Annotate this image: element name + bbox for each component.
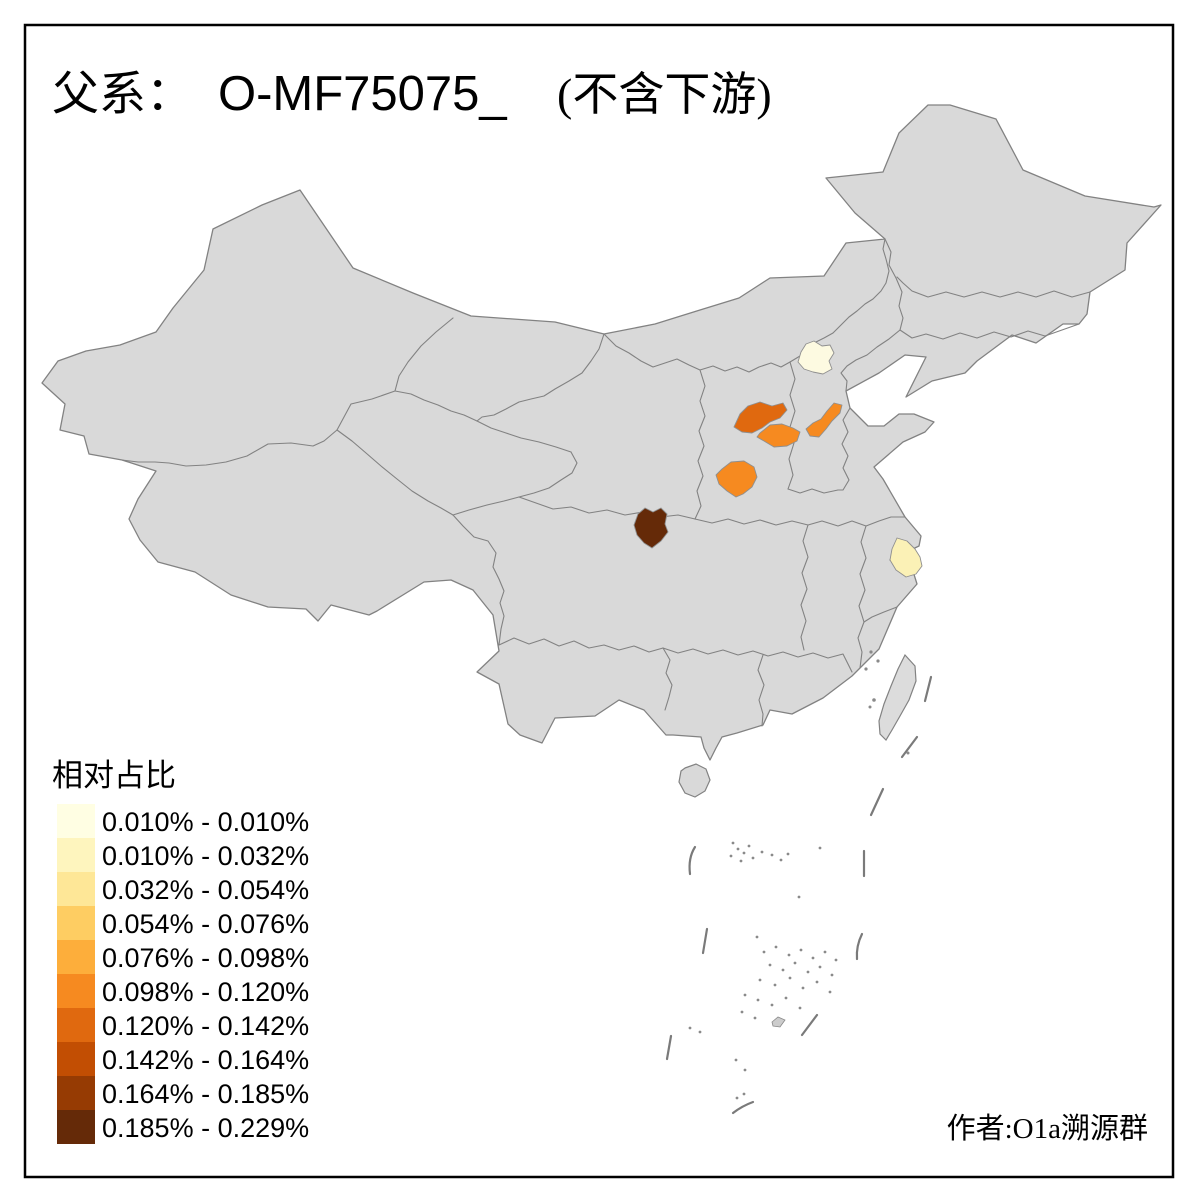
- legend-swatch: [57, 1042, 95, 1076]
- page-title: 父系： O-MF75075_ (不含下游): [52, 67, 772, 121]
- legend-title: 相对占比: [52, 758, 176, 793]
- region-beijing: [797, 340, 835, 375]
- region-sichuan-northeast: [633, 507, 669, 549]
- legend-label: 0.185% - 0.229%: [102, 1113, 309, 1143]
- legend-label: 0.142% - 0.164%: [102, 1045, 309, 1075]
- legend-swatch: [57, 1008, 95, 1042]
- legend: 相对占比 0.010% - 0.010% 0.010% - 0.032% 0.0…: [52, 758, 309, 1144]
- region-shanxi-south: [715, 460, 758, 498]
- region-shanghai: [889, 537, 923, 578]
- attribution-text: 作者:O1a溯源群: [947, 1112, 1148, 1145]
- legend-label: 0.120% - 0.142%: [102, 1011, 309, 1041]
- taiwan-island: [878, 653, 917, 741]
- legend-swatch: [57, 838, 95, 872]
- highlighted-regions: [633, 340, 923, 578]
- china-mainland: [41, 104, 1162, 761]
- title-lineage: O-MF75075_: [218, 67, 507, 121]
- legend-swatch: [57, 1110, 95, 1144]
- legend-label: 0.098% - 0.120%: [102, 977, 309, 1007]
- legend-swatch: [57, 906, 95, 940]
- legend-label: 0.010% - 0.010%: [102, 807, 309, 837]
- legend-swatch: [57, 940, 95, 974]
- legend-label: 0.032% - 0.054%: [102, 875, 309, 905]
- legend-label: 0.054% - 0.076%: [102, 909, 309, 939]
- region-hebei-west: [805, 402, 843, 438]
- region-shanxi-central: [756, 423, 801, 448]
- legend-swatch: [57, 872, 95, 906]
- legend-swatch: [57, 1076, 95, 1110]
- legend-label: 0.010% - 0.032%: [102, 841, 309, 871]
- title-prefix: 父系：: [52, 69, 193, 121]
- legend-swatch: [57, 804, 95, 838]
- nine-dash-line: [665, 675, 933, 1115]
- region-shanxi-northwest: [733, 401, 788, 434]
- south-china-sea-islands: [688, 650, 910, 1100]
- title-suffix: (不含下游): [557, 69, 772, 120]
- province-borders: [121, 238, 1091, 727]
- legend-swatch: [57, 974, 95, 1008]
- legend-label: 0.164% - 0.185%: [102, 1079, 309, 1109]
- hainan-island: [678, 763, 711, 798]
- legend-label: 0.076% - 0.098%: [102, 943, 309, 973]
